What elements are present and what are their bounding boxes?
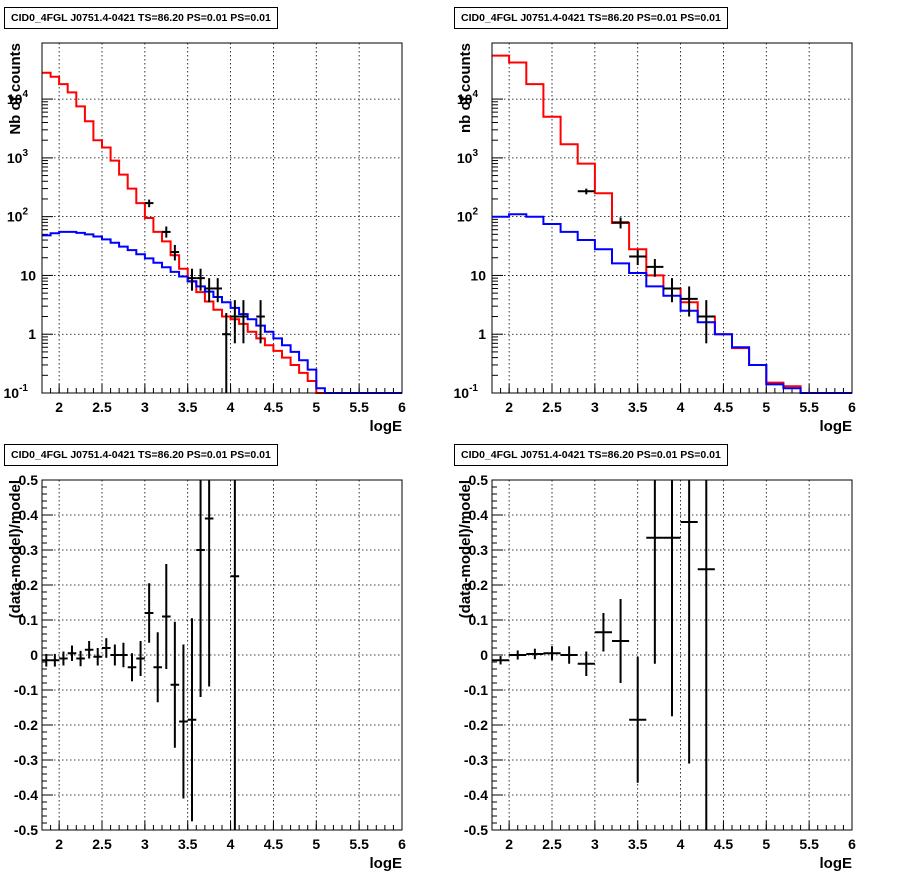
plot-frame [491,42,853,394]
y-tick-label: -0.4 [14,787,38,803]
x-tick-label: 2.5 [542,836,562,852]
x-tick-label: 6 [398,399,406,415]
x-tick-label: 2.5 [92,399,112,415]
x-tick-label: 4.5 [264,399,284,415]
y-axis-label: Nb of counts [7,43,24,135]
y-tick-label: 1 [478,326,486,342]
x-tick-label: 4.5 [714,836,734,852]
y-tick-label: 0.1 [19,612,39,628]
x-tick-label: 5 [762,836,770,852]
model-total-histogram [492,54,852,394]
y-tick-label: 0 [480,647,488,663]
y-tick-label: 103 [457,148,479,166]
y-tick-label: -0.3 [464,752,488,768]
y-tick-label: 10 [470,267,486,283]
y-tick-label: 103 [7,148,29,166]
x-tick-label: 5 [312,399,320,415]
y-tick-label: -0.2 [464,717,488,733]
x-tick-label: 5.5 [349,399,369,415]
y-axis-label: (data-model)/model [7,480,24,618]
y-axis-label: nb of counts [457,43,474,133]
x-tick-label: 4.5 [714,399,734,415]
panel-2: 2 2.5 3 3.5 4 4.5 5 5.5 6 -0.5 -0.4 -0.3 -0.2 -0.1 0 0.… [7,472,406,872]
y-tick-label: 104 [457,89,479,107]
y-tick-label: 10-1 [4,383,29,401]
y-tick-label: -0.1 [14,682,38,698]
x-tick-label: 2 [55,836,63,852]
x-tick-label: 3.5 [628,399,648,415]
chart-title-bottom-right: CID0_4FGL J0751.4-0421 TS=86.20 PS=0.01 … [454,444,728,466]
y-tick-label: 0.4 [469,507,489,523]
y-tick-label: 10 [20,267,36,283]
y-tick-label: 102 [7,207,29,225]
x-tick-label: 2 [505,836,513,852]
x-tick-label: 5.5 [799,836,819,852]
x-axis-label: logE [820,855,853,872]
x-tick-label: 6 [848,399,856,415]
y-tick-label: 0.3 [19,542,39,558]
y-tick-label: -0.4 [464,787,488,803]
x-tick-label: 5.5 [799,399,819,415]
panel-3: 2 2.5 3 3.5 4 4.5 5 5.5 6 -0.5 -0.4 -0.3 -0.2 -0.1 0 0.… [457,472,856,872]
panel-1: 2 2.5 3 3.5 4 4.5 5 5.5 6 10-1 1 10 102 103 104 logE nb … [454,42,856,435]
x-tick-label: 3.5 [178,836,198,852]
x-tick-label: 5 [312,836,320,852]
x-tick-label: 6 [848,836,856,852]
model-source-histogram [492,213,852,394]
chart-title-top-left: CID0_4FGL J0751.4-0421 TS=86.20 PS=0.01 … [4,7,278,29]
x-tick-label: 3 [141,399,149,415]
y-tick-label: 0 [30,647,38,663]
y-tick-label: -0.1 [464,682,488,698]
panel-0: 2 2.5 3 3.5 4 4.5 5 5.5 6 10-1 1 10 102 103 104 logE Nb … [4,42,406,435]
x-tick-label: 4 [677,399,685,415]
y-tick-label: -0.5 [464,822,488,838]
x-tick-label: 5.5 [349,836,369,852]
y-tick-label: 102 [457,207,479,225]
model-total-histogram [42,71,402,394]
plot-frame [41,42,403,394]
x-tick-label: 3 [591,836,599,852]
x-tick-label: 5 [762,399,770,415]
x-axis-label: logE [370,855,403,872]
x-tick-label: 4 [227,399,235,415]
x-tick-label: 3.5 [628,836,648,852]
x-tick-label: 2.5 [542,399,562,415]
x-tick-label: 6 [398,836,406,852]
chart-title-top-right: CID0_4FGL J0751.4-0421 TS=86.20 PS=0.01 … [454,7,728,29]
y-tick-label: 0.2 [19,577,39,593]
y-tick-label: 0.3 [469,542,489,558]
x-tick-label: 3.5 [178,399,198,415]
y-tick-label: 0.1 [469,612,489,628]
x-axis-label: logE [820,418,853,435]
x-tick-label: 4 [227,836,235,852]
x-tick-label: 2.5 [92,836,112,852]
y-tick-label: 0.5 [469,472,489,488]
chart-title-bottom-left: CID0_4FGL J0751.4-0421 TS=86.20 PS=0.01 … [4,444,278,466]
model-source-histogram [42,230,402,394]
y-axis-label: (data-model)/model [457,480,474,618]
y-tick-label: 0.4 [19,507,39,523]
plot-frame [491,479,853,831]
x-tick-label: 3 [591,399,599,415]
y-tick-label: 10-1 [454,383,479,401]
x-tick-label: 2 [55,399,63,415]
y-tick-label: 1 [28,326,36,342]
y-tick-label: -0.3 [14,752,38,768]
y-tick-label: -0.2 [14,717,38,733]
y-tick-label: 0.5 [19,472,39,488]
y-tick-label: -0.5 [14,822,38,838]
x-axis-label: logE [370,418,403,435]
x-tick-label: 3 [141,836,149,852]
y-tick-label: 0.2 [469,577,489,593]
x-tick-label: 4 [677,836,685,852]
x-tick-label: 2 [505,399,513,415]
y-tick-label: 104 [7,89,29,107]
plot-frame [41,479,403,831]
x-tick-label: 4.5 [264,836,284,852]
